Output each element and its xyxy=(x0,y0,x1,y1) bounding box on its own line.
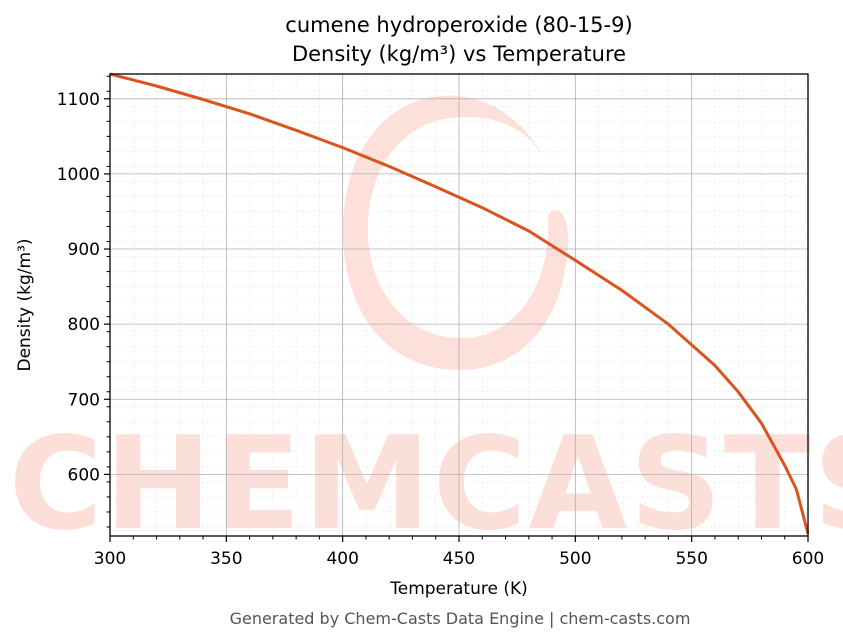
chart-subtitle: Density (kg/m³) vs Temperature xyxy=(292,42,626,66)
y-tick-label: 1000 xyxy=(57,165,100,185)
x-tick-label: 500 xyxy=(559,549,591,569)
y-tick-label: 700 xyxy=(68,390,100,410)
y-tick-label: 800 xyxy=(68,315,100,335)
density-series-line xyxy=(109,72,810,535)
x-tick-label: 350 xyxy=(210,549,242,569)
y-axis-label: Density (kg/m³) xyxy=(15,238,35,371)
y-axis: 600 700 800 900 1000 1100 xyxy=(57,75,110,528)
x-axis: 300 350 400 450 500 550 600 xyxy=(94,536,824,569)
y-tick-label: 900 xyxy=(68,240,100,260)
x-tick-label: 450 xyxy=(443,549,475,569)
x-axis-label: Temperature (K) xyxy=(389,579,528,599)
y-tick-label: 600 xyxy=(68,465,100,485)
x-tick-label: 300 xyxy=(94,549,126,569)
y-tick-label: 1100 xyxy=(57,90,100,110)
chart-title: cumene hydroperoxide (80-15-9) xyxy=(285,13,632,37)
watermark-text: CHEMCASTS xyxy=(9,410,843,559)
footer-credit: Generated by Chem-Casts Data Engine | ch… xyxy=(230,609,691,628)
x-tick-label: 400 xyxy=(326,549,358,569)
x-tick-label: 600 xyxy=(792,549,824,569)
chemcasts-watermark: CHEMCASTS xyxy=(9,95,843,559)
x-tick-label: 550 xyxy=(675,549,707,569)
